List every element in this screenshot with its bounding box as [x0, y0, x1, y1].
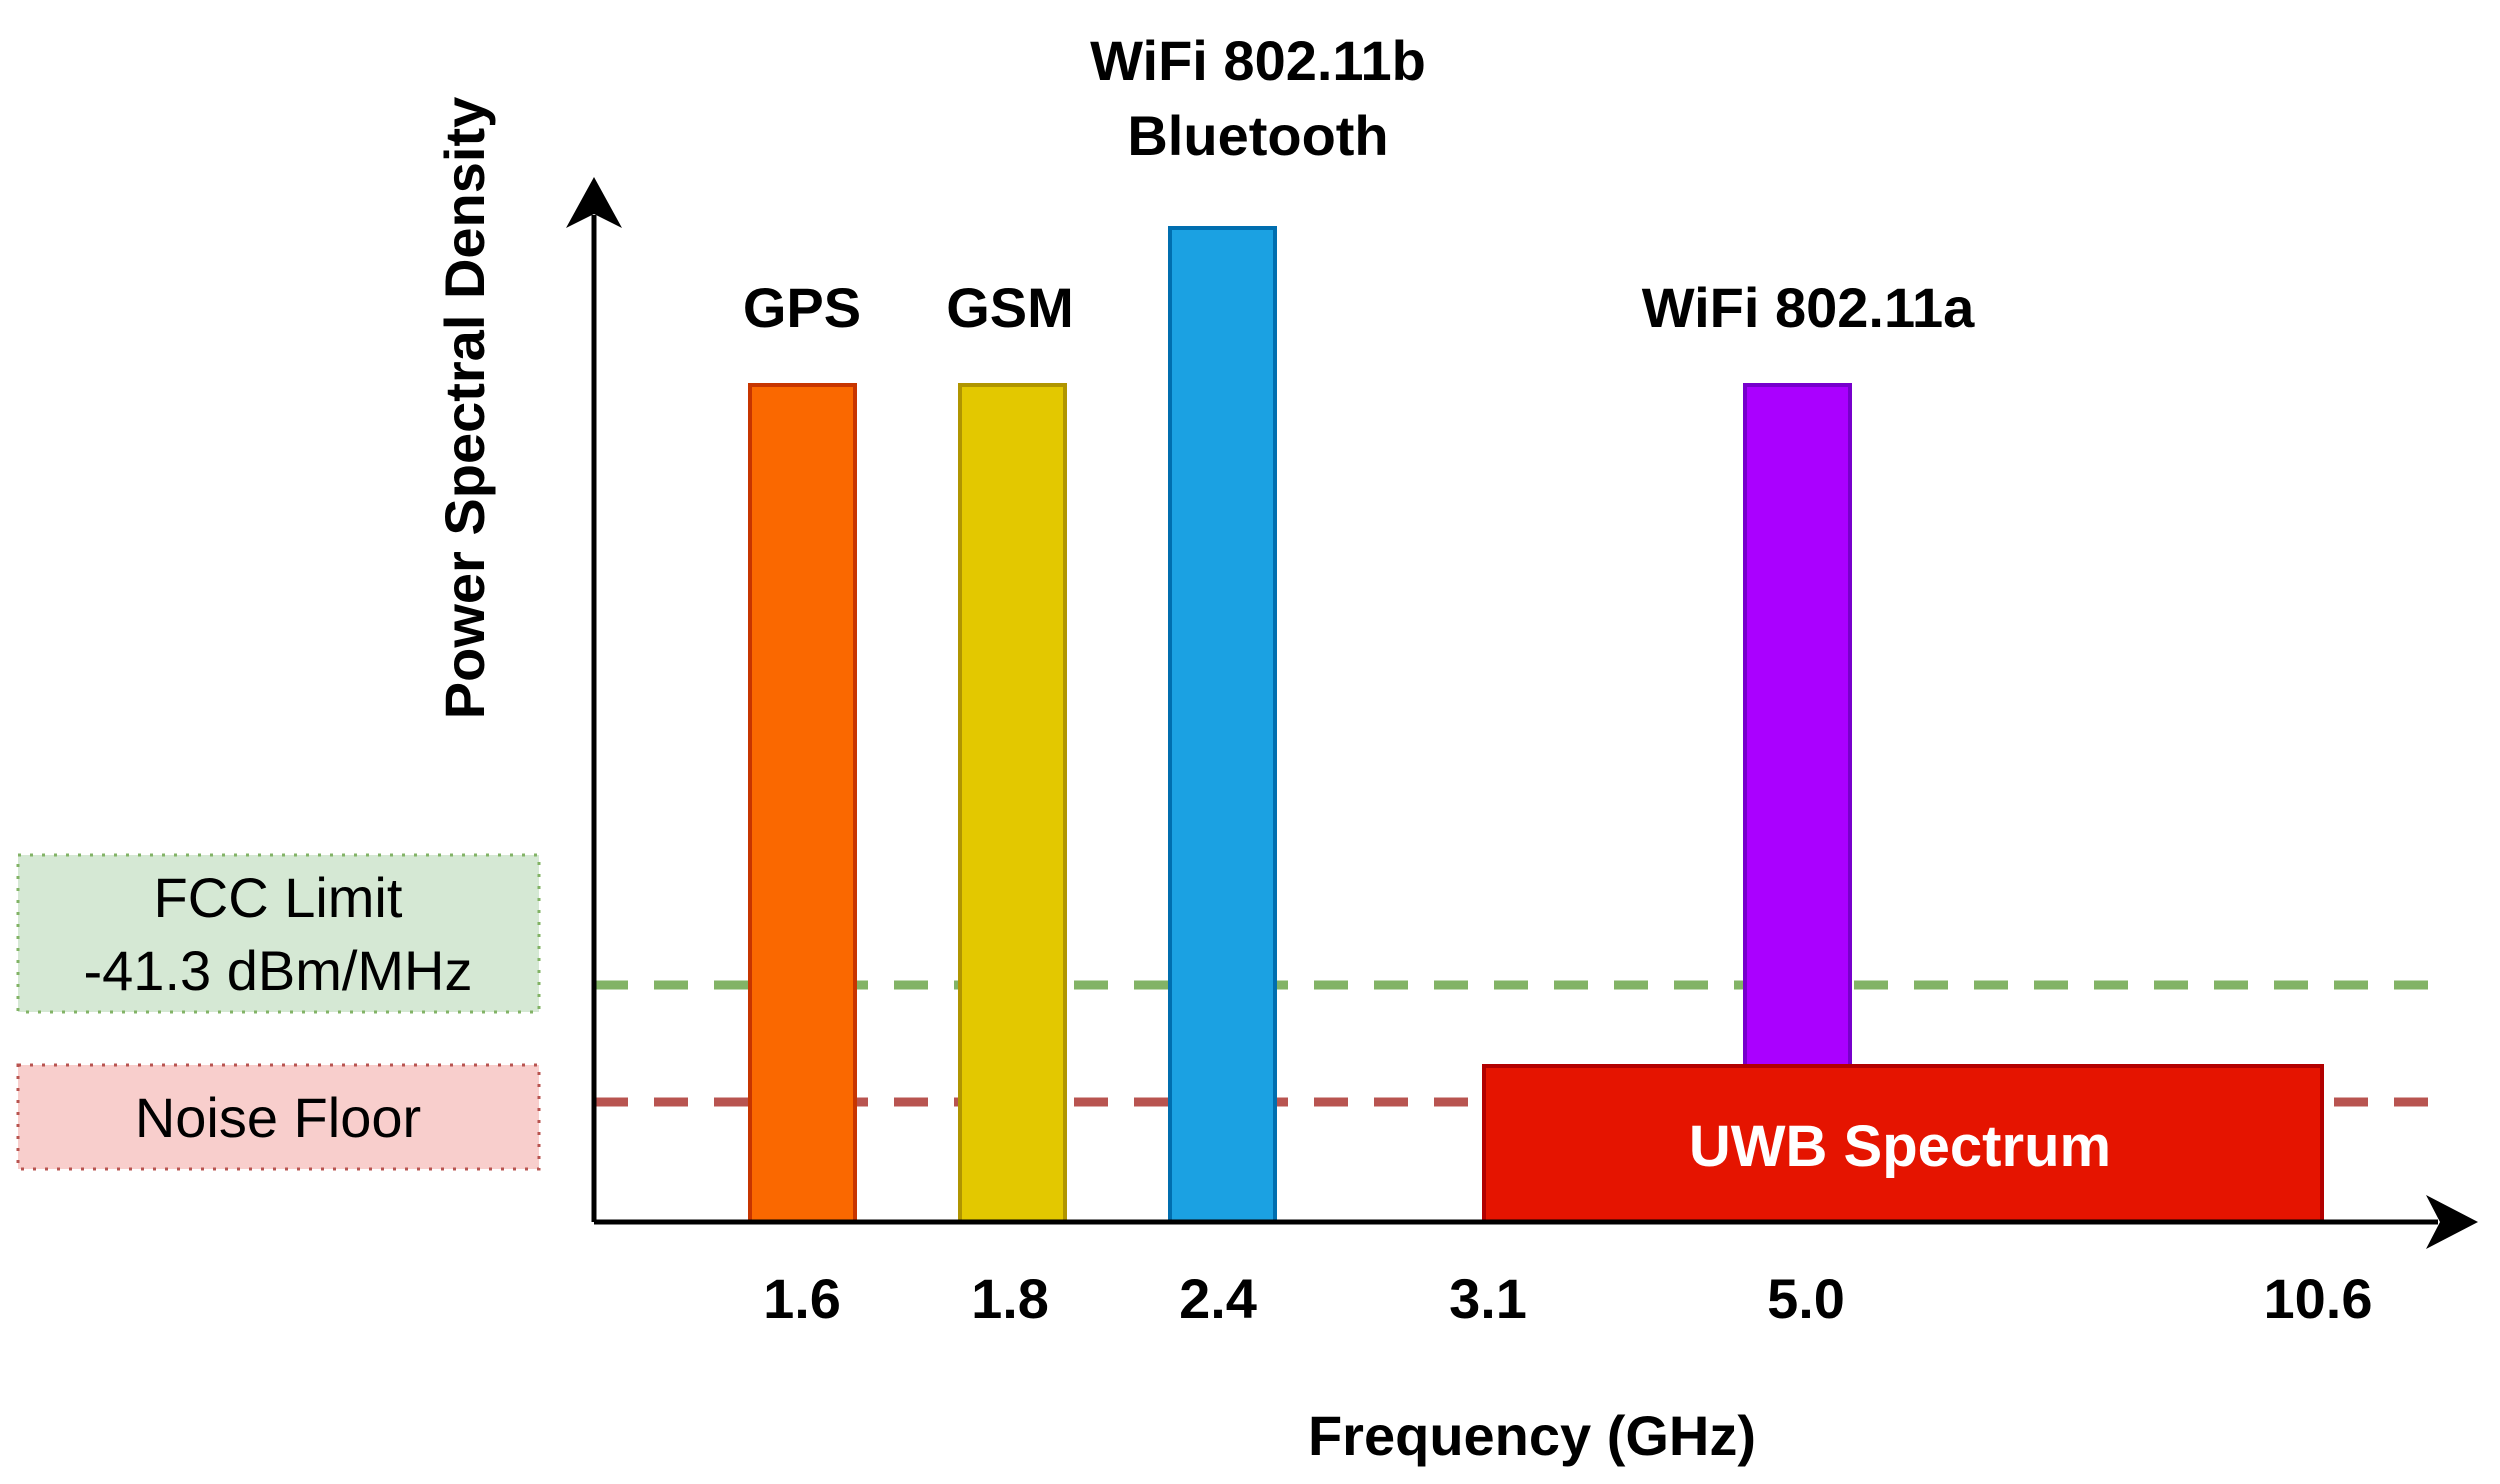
- gsm-band: [958, 383, 1067, 1224]
- tick-label: 5.0: [1767, 1267, 1845, 1330]
- x-axis-label: Frequency (GHz): [1308, 1404, 1756, 1467]
- uwb-spectrum-block: [1482, 1064, 2324, 1224]
- tick-label: 10.6: [2264, 1267, 2373, 1330]
- y-axis-label: Power Spectral Density: [433, 97, 496, 719]
- fcc-limit-box: [16, 853, 541, 1014]
- fcc-limit-title: FCC Limit: [154, 866, 403, 929]
- x-axis-arrow: [2426, 1195, 2478, 1249]
- fcc-limit-value: -41.3 dBm/MHz: [84, 939, 473, 1002]
- gps-label: GPS: [743, 276, 861, 339]
- uwb-spectrum-label: UWB Spectrum: [1689, 1114, 2111, 1179]
- bluetooth-label: Bluetooth: [1127, 104, 1388, 167]
- tick-label: 3.1: [1449, 1267, 1527, 1330]
- y-axis-arrow: [566, 177, 622, 228]
- gsm-label: GSM: [946, 276, 1074, 339]
- noise-floor-box: [16, 1063, 541, 1171]
- wifi-b-label: WiFi 802.11b: [1090, 29, 1426, 92]
- wifi-a-label: WiFi 802.11a: [1642, 276, 1975, 339]
- tick-label: 1.8: [971, 1267, 1049, 1330]
- wifi-b-band: [1168, 226, 1277, 1224]
- gps-band: [748, 383, 857, 1224]
- tick-label: 2.4: [1179, 1267, 1257, 1330]
- tick-label: 1.6: [763, 1267, 841, 1330]
- noise-floor-label: Noise Floor: [135, 1086, 421, 1149]
